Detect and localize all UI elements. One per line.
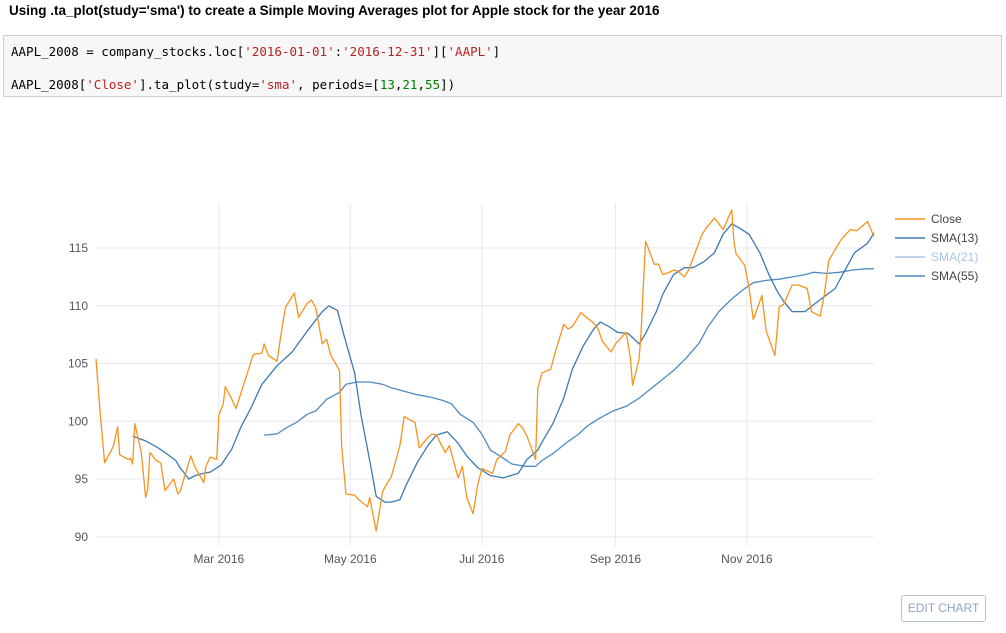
code-text: ] [492,44,501,59]
chart-area[interactable]: 90 95 100 105 110 115 Mar 2016 May 2016 Jul 2016… [8,103,1005,630]
y-tick-label: 105 [68,357,88,371]
series-line-close [95,209,875,532]
code-string: 'AAPL' [447,44,493,59]
y-tick-label: 100 [68,414,88,428]
code-line-1: AAPL_2008 = company_stocks.loc['2016-01-… [11,44,500,59]
code-text: , [394,77,403,92]
code-text: AAPL_2008[ [11,77,87,92]
x-tick-label: May 2016 [324,552,377,566]
series-line-sma-55 [264,268,874,467]
legend-label: SMA(21) [931,250,978,264]
legend-label: Close [931,212,962,226]
code-string: '2016-01-01' [244,44,335,59]
code-number: 21 [402,77,418,92]
code-cell[interactable]: AAPL_2008 = company_stocks.loc['2016-01-… [3,35,1002,97]
x-tick-label: Nov 2016 [721,552,773,566]
code-number: 13 [379,77,395,92]
series-line-sma-13 [132,223,875,503]
code-text: , periods=[ [297,77,380,92]
code-text: : [334,44,343,59]
x-tick-label: Mar 2016 [193,552,244,566]
page-title: Using .ta_plot(study='sma') to create a … [9,3,660,18]
legend-label: SMA(13) [931,231,978,245]
y-tick-label: 90 [75,530,89,544]
x-tick-label: Jul 2016 [459,552,505,566]
code-text: , [417,77,425,92]
code-string: 'sma' [259,77,298,92]
y-tick-label: 95 [75,472,89,486]
code-text: ].ta_plot(study= [138,77,260,92]
x-tick-label: Sep 2016 [590,552,642,566]
code-number: 55 [425,77,441,92]
code-text: ]) [440,77,456,92]
code-string: '2016-12-31' [342,44,433,59]
sma-line-chart[interactable]: 90 95 100 105 110 115 Mar 2016 May 2016 Jul 2016… [8,103,1005,630]
code-text: ][ [432,44,448,59]
y-tick-label: 110 [69,299,88,313]
y-tick-label: 115 [69,241,88,255]
code-string: 'Close' [86,77,139,92]
edit-chart-button[interactable]: EDIT CHART [901,595,986,622]
legend-label: SMA(55) [931,269,978,283]
code-line-2: AAPL_2008['Close'].ta_plot(study='sma', … [11,77,455,92]
code-text: AAPL_2008 = company_stocks.loc[ [11,44,245,59]
